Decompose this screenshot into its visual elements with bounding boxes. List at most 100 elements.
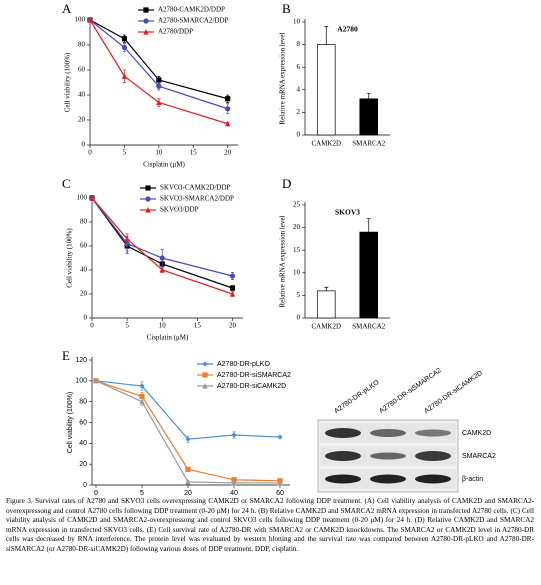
x-tick-label: 20 [224,149,232,157]
error-bar [366,92,371,99]
y-axis-label: Relative mRNA expression level [279,215,287,307]
marker [229,273,236,279]
panel-label: B [282,1,291,16]
y-tick-label: 100 [75,16,86,24]
marker [121,73,128,79]
marker [89,194,95,201]
blot-band [415,429,451,437]
y-tick-label: 0 [297,314,301,322]
marker [139,393,145,400]
marker [156,99,162,106]
x-tick-label: 20 [184,490,192,495]
y-tick-label: 60 [79,419,87,426]
y-tick-label: 80 [79,399,87,406]
y-tick-label: 0 [82,141,86,149]
chart-title: A2780 [337,25,358,34]
legend-label: A2780-SMARCA2/DDP [158,17,229,25]
marker [124,235,130,242]
legend-marker [143,7,149,13]
marker [277,434,283,440]
marker [156,83,162,89]
figure-caption: Figure 3. Survival rates of A2780 and SK… [6,497,534,553]
western-blot: A2780-DR-pLKO A2780-DR-siSMARCA2 A2780-D… [317,367,496,493]
legend-marker [143,18,149,24]
y-tick-label: 25 [293,201,301,209]
y-tick-label: 8 [297,40,301,48]
legend-label: A2780-DR-siSMARCA2 [217,372,291,379]
x-tick-label: 0 [94,490,98,495]
bar [359,98,379,136]
blot-row-label: β-actin [462,476,483,483]
chart-title: SKOV3 [335,208,360,217]
panel-label: D [282,176,291,191]
blot-row-label: SMARCA2 [462,453,496,460]
x-tick-label: SMARCA2 [352,323,386,331]
series-line [91,197,233,295]
legend-marker [145,185,151,191]
x-tick-label: 10 [159,322,167,330]
legend-marker [145,196,151,202]
marker [231,477,237,483]
marker [225,96,231,102]
y-tick-label: 40 [79,440,87,447]
marker [185,436,191,442]
blot-column-label: A2780-DR-pLKO [333,379,381,415]
marker [159,255,165,261]
blot-band [325,451,361,461]
x-axis-label: Cisplatin (μM) [143,161,185,169]
x-tick-label: 20 [229,322,237,330]
y-tick-label: 10 [293,18,301,26]
y-tick-label: 20 [80,290,88,298]
x-tick-label: 10 [155,149,163,157]
y-tick-label: 20 [293,223,301,231]
legend-marker [143,28,149,35]
y-tick-label: 0 [84,314,88,322]
bar [316,44,336,136]
panel-label: E [62,348,70,363]
x-tick-label: 60 [276,490,284,495]
y-tick-label: 4 [297,85,301,93]
legend-label: A2780-CAMK2D/DDP [158,6,225,14]
legend-label: A2780-DR-siCAMK2D [217,383,286,390]
blot-row-label: CAMK2D [462,430,491,437]
bar [359,231,379,319]
marker [225,106,231,112]
series-line [89,19,228,100]
marker [139,383,145,389]
x-tick-label: 0 [88,149,92,157]
marker [229,290,236,297]
y-tick-label: 80 [78,41,86,49]
y-tick-label: 20 [79,461,87,468]
y-tick-label: 10 [293,268,301,276]
y-axis-label: Cell viability (100%) [67,392,74,453]
legend-marker [202,361,208,367]
legend-label: A2780-DR-pLKO [217,361,270,368]
x-tick-label: 5 [125,322,129,330]
x-tick-label: 5 [123,149,127,157]
marker [93,377,99,384]
marker [225,120,231,127]
x-tick-label: CAMK2D [311,323,341,331]
blot-band [415,451,451,461]
series-line [91,197,233,277]
legend-marker [202,382,208,389]
legend-label: SKVO3-SMARCA2/DDP [160,195,234,203]
y-tick-label: 2 [297,108,301,116]
x-tick-label: 15 [194,322,202,330]
bar [316,290,336,319]
blot-band [370,429,406,437]
panel-label: C [62,176,71,191]
blot-band [370,452,406,460]
panel-label: A [62,1,72,16]
figure: A2780-DR-pLKO A2780-DR-siSMARCA2 A2780-D… [62,1,496,495]
legend-label: SKVO3/DDP [160,206,199,214]
y-tick-label: 20 [78,116,86,124]
marker [229,285,236,291]
blot-band [415,474,451,484]
x-tick-label: 0 [90,322,94,330]
series-line [89,19,228,125]
y-tick-label: 5 [297,291,301,299]
marker [231,432,237,438]
y-tick-label: 0 [297,131,301,139]
y-tick-label: 60 [78,66,86,74]
